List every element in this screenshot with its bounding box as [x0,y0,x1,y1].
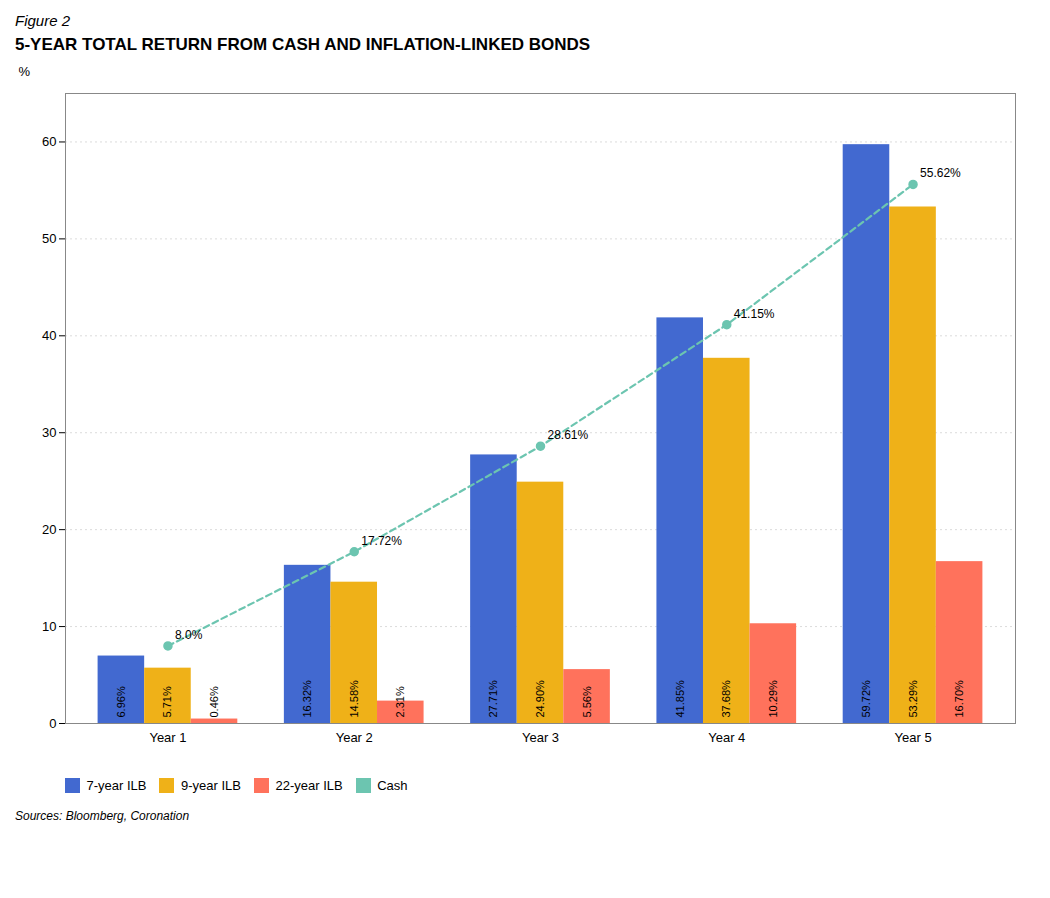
svg-text:16.70%: 16.70% [953,680,965,718]
svg-text:Year 4: Year 4 [708,730,745,745]
svg-text:40: 40 [42,328,56,343]
html-text:7-year ILB: 7-year ILB [86,778,147,793]
svg-text:%: % [19,64,31,79]
html-text:5-YEAR TOTAL RETURN FROM CASH: 5-YEAR TOTAL RETURN FROM CASH AND INFLAT… [15,35,591,54]
svg-text:Year 1: Year 1 [149,730,186,745]
svg-text:60: 60 [42,134,56,149]
svg-text:27.71%: 27.71% [487,680,499,718]
svg-text:41.85%: 41.85% [674,680,686,718]
svg-text:53.29%: 53.29% [907,680,919,718]
svg-text:55.62%: 55.62% [920,166,961,180]
svg-text:30: 30 [42,425,56,440]
svg-text:16.32%: 16.32% [301,680,313,718]
svg-text:5.56%: 5.56% [581,686,593,717]
svg-text:2.31%: 2.31% [394,686,406,717]
svg-text:0: 0 [49,716,56,731]
svg-text:Year 2: Year 2 [336,730,373,745]
html-text:Sources: Bloomberg, Coronation: Sources: Bloomberg, Coronation [15,808,190,823]
svg-text:14.58%: 14.58% [348,680,360,718]
svg-text:Year 5: Year 5 [894,730,931,745]
svg-text:10: 10 [42,619,56,634]
svg-text:Year 3: Year 3 [522,730,559,745]
svg-text:37.68%: 37.68% [720,680,732,718]
html-text:Cash: Cash [377,778,408,793]
html-text:Figure 2: Figure 2 [15,12,70,29]
svg-text:20: 20 [42,522,56,537]
svg-text:28.61%: 28.61% [548,428,589,442]
html-text:22-year ILB: 22-year ILB [275,778,343,793]
svg-text:17.72%: 17.72% [361,534,402,548]
html-text:9-year ILB: 9-year ILB [181,778,241,793]
svg-text:41.15%: 41.15% [734,307,775,321]
svg-text:0.46%: 0.46% [208,686,220,717]
svg-text:8.0%: 8.0% [175,628,203,642]
svg-text:50: 50 [42,231,56,246]
svg-text:24.90%: 24.90% [534,680,546,718]
svg-text:59.72%: 59.72% [860,680,872,718]
svg-text:10.29%: 10.29% [767,680,779,718]
svg-text:5.71%: 5.71% [161,686,173,717]
svg-text:6.96%: 6.96% [115,686,127,717]
